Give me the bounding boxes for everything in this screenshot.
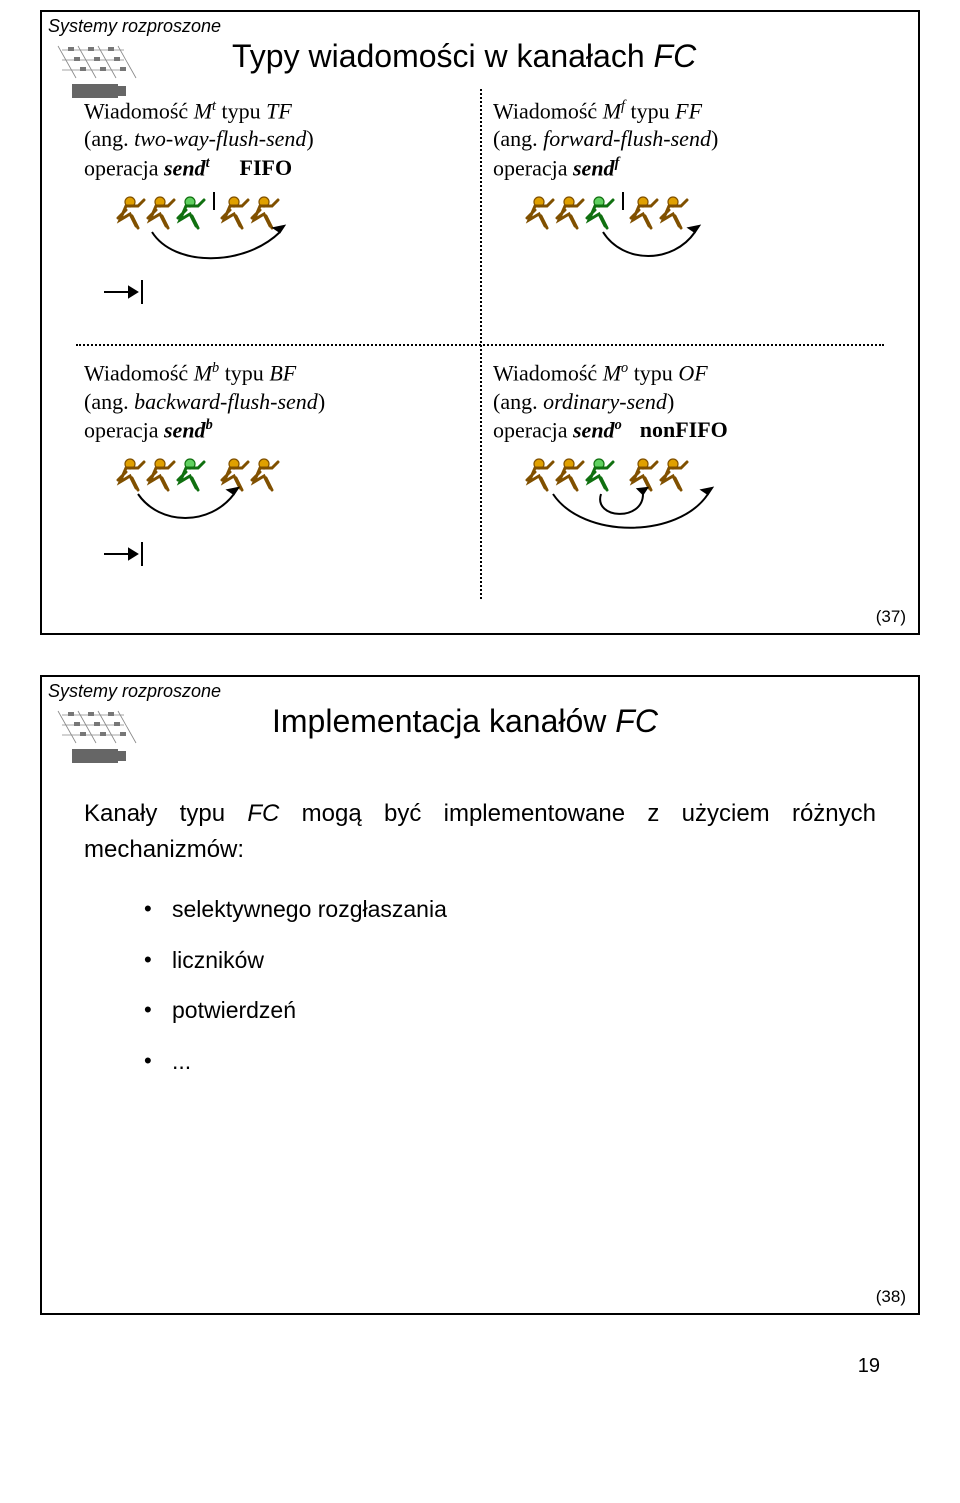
runner-icon bbox=[557, 197, 583, 228]
footer-page-number: 19 bbox=[40, 1355, 920, 1378]
quadrant-grid: Wiadomość Mt typu TF (ang. two-way-flush… bbox=[76, 91, 884, 597]
title-text: Typy wiadomości w kanałach bbox=[232, 38, 654, 74]
horizontal-divider bbox=[76, 344, 884, 346]
cell-tf: Wiadomość Mt typu TF (ang. two-way-flush… bbox=[76, 91, 475, 335]
runner-icon bbox=[148, 459, 174, 490]
cell-bf: Wiadomość Mb typu BF (ang. backward-flus… bbox=[76, 353, 475, 597]
runner-icon bbox=[178, 197, 204, 228]
runner-icon bbox=[222, 459, 248, 490]
runner-icon bbox=[631, 459, 657, 490]
frame-label: Systemy rozproszone bbox=[48, 681, 221, 702]
runner-icon bbox=[222, 197, 248, 228]
runner-icon bbox=[661, 197, 687, 228]
slide-title: Implementacja kanałów FC bbox=[272, 703, 888, 740]
runners-of bbox=[493, 454, 823, 589]
runner-icon bbox=[252, 197, 278, 228]
runner-icon bbox=[148, 197, 174, 228]
runner-icon bbox=[252, 459, 278, 490]
title-fc: FC bbox=[615, 703, 658, 739]
runner-icon bbox=[557, 459, 583, 490]
runners-ff bbox=[493, 192, 823, 327]
slide-title: Typy wiadomości w kanałach FC bbox=[232, 38, 888, 75]
cell-tf-text: Wiadomość Mt typu TF (ang. two-way-flush… bbox=[84, 97, 467, 182]
runner-icon bbox=[587, 459, 613, 490]
list-item: liczników bbox=[144, 943, 876, 978]
intro-paragraph: Kanały typu FC mogą być implementowane z… bbox=[84, 796, 876, 868]
logo-diagram bbox=[54, 709, 154, 767]
title-text: Implementacja kanałów bbox=[272, 703, 615, 739]
runner-icon bbox=[178, 459, 204, 490]
runner-icon bbox=[118, 197, 144, 228]
list-item: selektywnego rozgłaszania bbox=[144, 892, 876, 927]
runners-tf bbox=[84, 192, 414, 327]
slide-body: Kanały typu FC mogą być implementowane z… bbox=[72, 756, 888, 1124]
runner-icon bbox=[527, 459, 553, 490]
runners-bf bbox=[84, 454, 414, 589]
list-item: ... bbox=[144, 1044, 876, 1079]
cell-of-text: Wiadomość Mo typu OF (ang. ordinary-send… bbox=[493, 359, 876, 444]
list-item: potwierdzeń bbox=[144, 993, 876, 1028]
frame-label: Systemy rozproszone bbox=[48, 16, 221, 37]
runner-icon bbox=[118, 459, 144, 490]
runner-icon bbox=[587, 197, 613, 228]
page-number: (37) bbox=[876, 607, 906, 627]
bullet-list: selektywnego rozgłaszania liczników potw… bbox=[144, 892, 876, 1078]
slide-38: Systemy rozproszone Implementacja kanałó… bbox=[40, 675, 920, 1315]
cell-of: Wiadomość Mo typu OF (ang. ordinary-send… bbox=[485, 353, 884, 597]
runner-icon bbox=[661, 459, 687, 490]
slide-37: Systemy rozproszone bbox=[40, 10, 920, 635]
runner-icon bbox=[631, 197, 657, 228]
page-number: (38) bbox=[876, 1287, 906, 1307]
cell-ff-text: Wiadomość Mf typu FF (ang. forward-flush… bbox=[493, 97, 876, 182]
title-fc: FC bbox=[654, 38, 697, 74]
cell-ff: Wiadomość Mf typu FF (ang. forward-flush… bbox=[485, 91, 884, 335]
runner-icon bbox=[527, 197, 553, 228]
cell-bf-text: Wiadomość Mb typu BF (ang. backward-flus… bbox=[84, 359, 467, 444]
